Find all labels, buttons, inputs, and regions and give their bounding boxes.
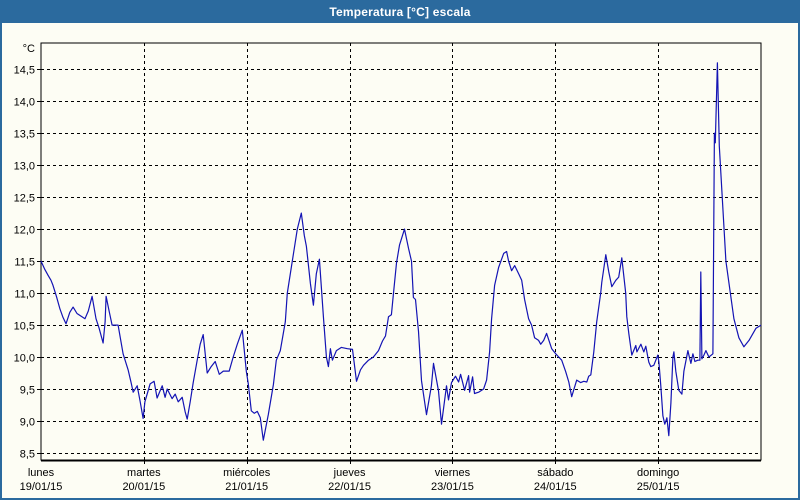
y-tick-label: 10,5 — [14, 321, 35, 333]
x-date-label: 24/01/15 — [534, 481, 577, 493]
x-day-label: viernes — [435, 467, 471, 479]
y-tick-label: 13,0 — [14, 161, 35, 173]
x-day-label: domingo — [637, 467, 679, 479]
y-tick-label: 14,5 — [14, 65, 35, 77]
plot-frame — [40, 42, 762, 461]
x-day-label: jueves — [333, 467, 366, 479]
x-date-label: 23/01/15 — [431, 481, 474, 493]
x-date-label: 19/01/15 — [20, 481, 63, 493]
temperature-line — [40, 62, 762, 441]
y-tick-label: 10,0 — [14, 353, 35, 365]
x-day-label: martes — [127, 467, 161, 479]
x-date-label: 25/01/15 — [637, 481, 680, 493]
y-axis-unit-label: °C — [23, 43, 35, 55]
y-tick-label: 9,5 — [20, 385, 35, 397]
y-tick-label: 8,5 — [20, 449, 35, 461]
y-tick-label: 9,0 — [20, 417, 35, 429]
x-day-label: sábado — [537, 467, 573, 479]
title-bar: Temperatura [°C] escala — [2, 2, 798, 23]
y-tick-label: 12,0 — [14, 225, 35, 237]
y-tick-label: 11,5 — [14, 257, 35, 269]
temperature-chart: 14,5 14,0 13,5 13,0 12,5 12,0 11,5 11,0 10,5 10,0… — [14, 42, 762, 493]
x-day-label: lunes — [28, 467, 55, 479]
x-date-label: 20/01/15 — [122, 481, 165, 493]
page-title: Temperatura [°C] escala — [329, 5, 471, 19]
x-date-label: 22/01/15 — [328, 481, 371, 493]
y-tick-label: 14,0 — [14, 97, 35, 109]
y-tick-label: 12,5 — [14, 193, 35, 205]
x-day-label: miércoles — [223, 467, 271, 479]
y-tick-label: 13,5 — [14, 129, 35, 141]
x-date-label: 21/01/15 — [225, 481, 268, 493]
y-tick-label: 11,0 — [14, 289, 35, 301]
